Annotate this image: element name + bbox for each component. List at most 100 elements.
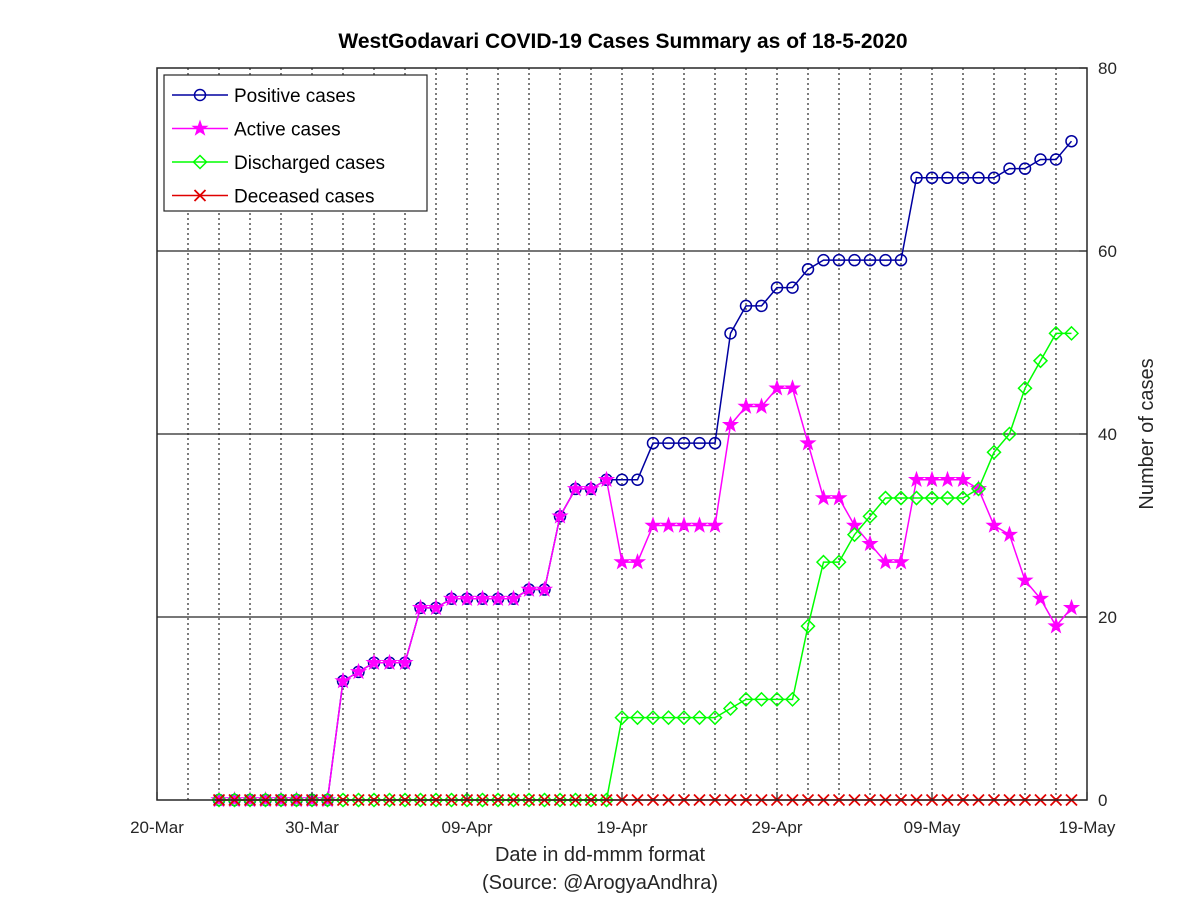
diamond-marker [350,792,367,808]
diamond-marker [1001,426,1018,442]
star-marker [675,516,693,533]
circle-marker [708,436,722,450]
x-tick-label: 19-May [1059,818,1116,837]
circle-marker [1049,153,1063,166]
star-marker [520,580,538,597]
diamond-marker [815,554,832,570]
diamond-marker [428,792,444,808]
diamond-marker [614,710,630,726]
diamond-marker [226,792,243,808]
legend-item-active-cases: Active cases [172,119,341,141]
star-marker [396,653,414,671]
circle-marker [863,253,877,267]
star-marker [892,553,910,570]
circle-marker [987,171,1001,185]
star-marker [659,516,678,533]
circle-marker [1018,162,1032,175]
diamond-marker [552,792,568,808]
diamond-marker [474,792,491,808]
star-marker [504,589,523,607]
circle-marker [941,171,954,185]
diamond-marker [1032,353,1049,369]
star-marker [365,653,383,671]
circle-marker [1034,153,1047,166]
star-marker [644,516,662,533]
x-tick-label: 20-Mar [130,818,184,837]
star-marker [489,589,507,607]
circle-marker [801,263,815,276]
diamond-marker [567,792,584,808]
circle-marker [724,327,737,340]
diamond-marker [257,792,274,808]
diamond-marker [645,710,661,726]
legend-item-discharged-cases: Discharged cases [172,153,385,174]
diamond-marker [676,710,692,726]
diamond-marker [412,792,429,808]
circle-marker [631,473,644,486]
circle-marker [646,436,660,450]
y-tick-label: 80 [1098,59,1117,78]
diamond-marker [319,792,336,808]
star-marker [613,553,631,570]
diamond-marker [629,710,646,726]
star-marker [954,470,972,488]
legend: Positive cases Active cases Discharged cas… [163,74,428,212]
diamond-marker [273,792,289,808]
circle-marker [1003,162,1016,175]
diamond-marker [1048,325,1064,341]
diamond-marker [769,691,785,707]
diamond-marker [722,700,739,717]
diamond-marker [738,691,754,707]
circle-marker [693,436,706,450]
diamond-marker [536,792,553,808]
diamond-marker [831,554,847,570]
circle-marker [677,436,691,450]
legend-label: Active cases [234,120,341,141]
star-marker [814,489,833,506]
star-marker [799,434,817,451]
diamond-marker [660,710,677,726]
chart-title: WestGodavari COVID-19 Cases Summary as o… [338,30,907,53]
diamond-marker [490,792,506,808]
star-marker [768,379,786,396]
diamond-marker [459,792,475,808]
circle-marker [972,171,985,185]
star-marker [442,589,461,607]
star-marker [1031,589,1050,607]
circle-marker [848,253,861,267]
star-marker [706,516,724,533]
star-marker [1047,617,1065,634]
diamond-marker [505,792,522,808]
diamond-marker [707,710,723,726]
star-marker [721,415,740,433]
star-marker [752,397,771,414]
diamond-marker [192,154,208,170]
circle-marker [817,253,830,267]
star-marker [380,653,399,671]
circle-marker [894,253,908,267]
star-marker [597,470,616,488]
diamond-marker [970,481,987,497]
circle-marker [956,171,970,185]
x-tick-label: 09-May [904,818,961,837]
x-axis-label: Date in dd-mmm format [495,844,705,866]
diamond-marker [598,792,615,808]
diamond-marker [288,792,305,808]
circle-marker [832,253,846,267]
diamond-marker [397,792,413,808]
circle-marker [925,171,939,185]
diamond-marker [784,691,801,707]
x-tick-label: 29-Apr [751,818,802,837]
star-marker [1062,598,1081,616]
x-tick-label: 09-Apr [441,818,492,837]
star-marker [411,598,430,616]
diamond-marker [381,792,398,808]
diamond-marker [1017,380,1033,396]
star-marker [876,553,895,570]
diamond-marker [800,618,816,634]
y-tick-label: 0 [1098,791,1107,810]
star-marker [191,119,209,136]
diamond-marker [335,792,351,808]
x-marker [193,189,207,202]
